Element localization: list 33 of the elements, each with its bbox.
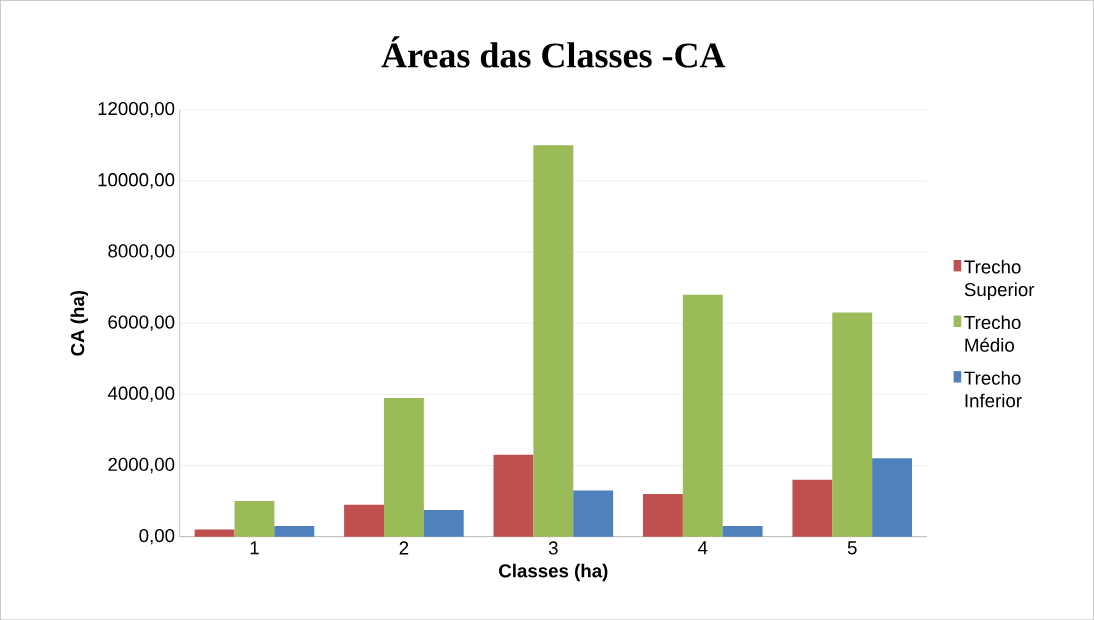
bar (642, 493, 683, 537)
legend-label: Trecho Superior (964, 259, 1035, 300)
y-tick-label: 4000,00 (107, 386, 175, 402)
y-tick-label: 2000,00 (108, 457, 175, 474)
bar (383, 397, 424, 537)
bar (423, 509, 464, 537)
y-tick-label: 8000,00 (108, 244, 175, 260)
legend-label: Trecho Inferior (964, 370, 1022, 408)
bar (792, 479, 833, 537)
y-tick-label: 0,00 (139, 528, 175, 545)
x-tick-label: 2 (399, 541, 409, 555)
bar (872, 458, 913, 537)
bar (344, 504, 384, 537)
bar (533, 145, 574, 537)
bar (274, 525, 315, 537)
y-tick-label: 12000,00 (98, 101, 175, 118)
y-axis-title: CA (ha) (70, 290, 88, 356)
bar (573, 490, 614, 537)
x-axis-title: Classes (ha) (499, 563, 608, 581)
y-tick-label: 10000,00 (98, 172, 175, 189)
legend-label: Trecho Médio (964, 315, 1021, 352)
bar (234, 500, 275, 537)
bar (832, 312, 873, 537)
x-tick-label: 1 (250, 541, 259, 555)
bar (493, 454, 534, 537)
x-tick-label: 3 (548, 541, 558, 555)
x-tick-label: 4 (698, 541, 708, 555)
chart-title: Áreas das Classes -CA (381, 36, 726, 68)
y-tick-label: 6000,00 (108, 315, 175, 331)
bar (682, 294, 723, 537)
bar (722, 525, 763, 537)
x-tick-label: 5 (847, 541, 857, 555)
bar (194, 529, 235, 537)
